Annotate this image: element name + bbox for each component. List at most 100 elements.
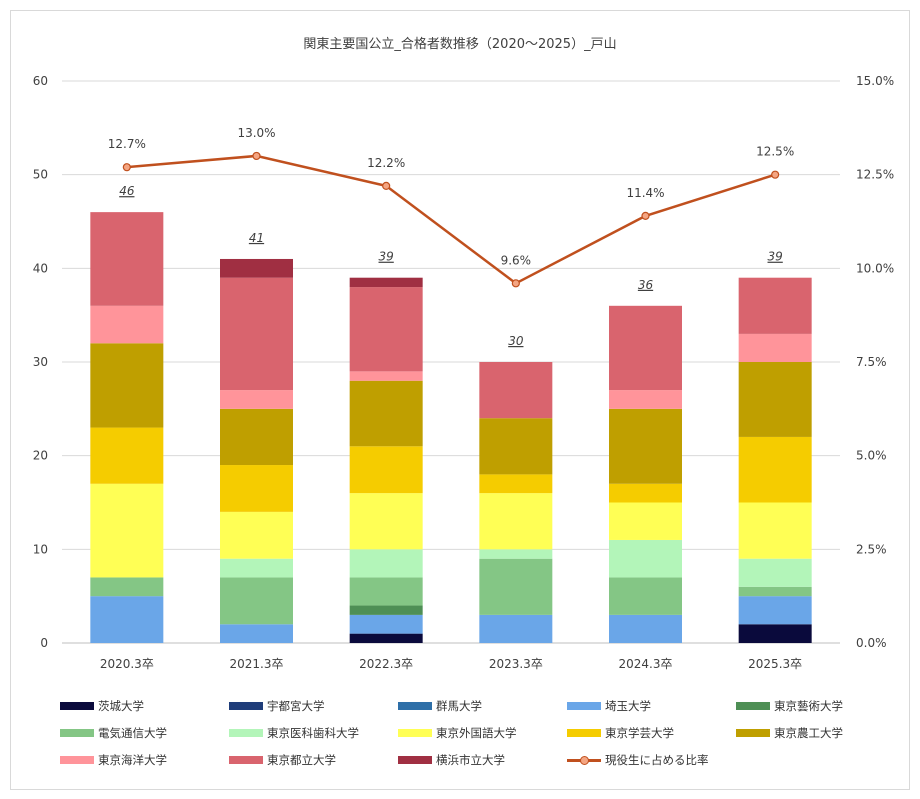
bar-segment bbox=[220, 277, 293, 391]
legend-label: 東京農工大学 bbox=[774, 726, 843, 740]
bar-segment bbox=[479, 418, 553, 475]
total-label: 41 bbox=[249, 231, 264, 245]
x-tick-label: 2025.3卒 bbox=[748, 657, 802, 671]
total-label: 30 bbox=[508, 334, 524, 348]
bar-segment bbox=[349, 493, 423, 550]
total-label: 36 bbox=[638, 278, 654, 292]
bar-segment bbox=[220, 624, 293, 643]
bar-segment bbox=[349, 614, 423, 634]
bar-segment bbox=[479, 474, 553, 494]
x-tick-label: 2022.3卒 bbox=[359, 657, 413, 671]
y-tick-label: 0 bbox=[40, 636, 48, 650]
bar-segment bbox=[349, 633, 423, 643]
legend-item: 現役生に占める比率 bbox=[567, 752, 709, 768]
bar-segment bbox=[349, 549, 423, 578]
bar-segment bbox=[609, 502, 682, 540]
legend-item: 東京外国語大学 bbox=[398, 725, 517, 741]
ratio-point bbox=[122, 163, 131, 172]
bar-segment bbox=[349, 287, 423, 372]
ratio-label: 13.0% bbox=[237, 126, 275, 140]
x-tick-label: 2023.3卒 bbox=[489, 657, 543, 671]
bar-segment bbox=[90, 577, 164, 597]
legend-swatch bbox=[736, 729, 770, 737]
y-tick-label: 10 bbox=[33, 542, 48, 556]
bar-segment bbox=[220, 577, 293, 625]
bar-segment bbox=[220, 558, 293, 578]
legend-swatch bbox=[60, 702, 94, 710]
legend-item: 埼玉大学 bbox=[567, 698, 651, 714]
y-tick-label: 40 bbox=[33, 261, 48, 275]
ratio-label: 12.5% bbox=[756, 145, 794, 159]
ratio-point bbox=[771, 170, 780, 179]
legend-swatch bbox=[567, 729, 601, 737]
bar-segment bbox=[220, 258, 293, 278]
legend-item: 宇都宮大学 bbox=[229, 698, 325, 714]
legend-swatch bbox=[398, 729, 432, 737]
total-label: 39 bbox=[379, 250, 394, 264]
legend-item: 東京農工大学 bbox=[736, 725, 843, 741]
legend-label: 東京都立大学 bbox=[267, 753, 336, 767]
bar-segment bbox=[220, 511, 293, 559]
bar-segment bbox=[609, 539, 682, 578]
ratio-label: 12.2% bbox=[367, 156, 405, 170]
y2-tick-label: 7.5% bbox=[856, 355, 887, 369]
bar-segment bbox=[90, 305, 164, 344]
y2-tick-label: 10.0% bbox=[856, 261, 894, 275]
ratio-point bbox=[382, 181, 391, 191]
bar-segment bbox=[738, 436, 812, 503]
bar-segment bbox=[349, 380, 423, 447]
bar-segment bbox=[479, 614, 553, 643]
ratio-point bbox=[252, 151, 261, 161]
legend-item: 茨城大学 bbox=[60, 698, 144, 714]
bar-segment bbox=[220, 390, 293, 409]
bar-segment bbox=[738, 277, 812, 334]
bar-segment bbox=[349, 446, 423, 494]
y-tick-label: 50 bbox=[33, 168, 48, 182]
bar-segment bbox=[479, 558, 553, 615]
total-label: 39 bbox=[768, 250, 783, 264]
bar-segment bbox=[349, 277, 423, 288]
x-tick-label: 2021.3卒 bbox=[230, 657, 284, 671]
ratio-label: 11.4% bbox=[626, 186, 664, 200]
bar-segment bbox=[609, 305, 682, 391]
bar-segment bbox=[90, 596, 164, 643]
legend-item: 電気通信大学 bbox=[60, 725, 167, 741]
legend-item: 東京藝術大学 bbox=[736, 698, 843, 714]
ratio-label: 12.7% bbox=[108, 137, 146, 151]
legend-swatch bbox=[229, 756, 263, 764]
chart-title: 関東主要国公立_合格者数推移（2020～2025）_戸山 bbox=[303, 36, 616, 52]
legend-label: 東京医科歯科大学 bbox=[267, 726, 359, 740]
bar-segment bbox=[609, 408, 682, 484]
bar-segment bbox=[479, 549, 553, 559]
legend-label: 宇都宮大学 bbox=[267, 699, 325, 713]
bar-segment bbox=[349, 605, 423, 615]
total-label: 46 bbox=[119, 184, 135, 198]
legend-line-marker bbox=[567, 754, 601, 766]
y2-tick-label: 2.5% bbox=[856, 542, 887, 556]
ratio-point bbox=[641, 211, 650, 220]
legend-swatch bbox=[229, 702, 263, 710]
y2-tick-label: 0.0% bbox=[856, 636, 887, 650]
legend-item: 東京海洋大学 bbox=[60, 752, 167, 768]
bar-segment bbox=[738, 596, 812, 625]
bar-segment bbox=[90, 212, 164, 306]
legend-swatch bbox=[398, 702, 432, 710]
legend-swatch bbox=[229, 729, 263, 737]
y-tick-label: 30 bbox=[33, 355, 48, 369]
legend-label: 埼玉大学 bbox=[605, 699, 651, 713]
bar-segment bbox=[220, 408, 293, 466]
legend-label: 東京海洋大学 bbox=[98, 753, 167, 767]
legend-item: 東京都立大学 bbox=[229, 752, 336, 768]
y-tick-label: 60 bbox=[33, 74, 48, 88]
x-tick-label: 2024.3卒 bbox=[619, 657, 673, 671]
bar-segment bbox=[349, 577, 423, 606]
bar-segment bbox=[738, 362, 812, 437]
bar-segment bbox=[220, 465, 293, 512]
legend-swatch bbox=[736, 702, 770, 710]
legend-label: 東京藝術大学 bbox=[774, 699, 843, 713]
bar-segment bbox=[738, 333, 812, 362]
y-tick-label: 20 bbox=[33, 449, 48, 463]
legend-item: 東京学芸大学 bbox=[567, 725, 674, 741]
bar-segment bbox=[479, 493, 553, 550]
y2-tick-label: 15.0% bbox=[856, 74, 894, 88]
